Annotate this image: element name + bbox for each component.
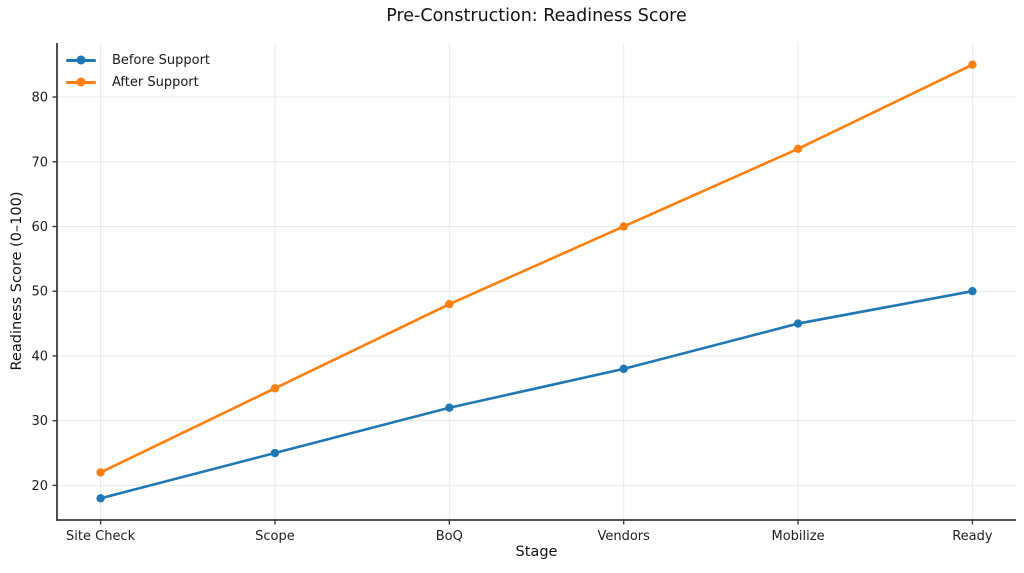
legend: Before Support After Support [66, 51, 210, 91]
legend-marker-icon [76, 77, 86, 87]
legend-label-before-support: Before Support [112, 52, 211, 68]
y-tick-label: 80 [31, 91, 48, 106]
chart-title: Pre-Construction: Readiness Score [386, 6, 687, 26]
data-point-after-support [619, 222, 628, 231]
data-point-after-support [445, 299, 454, 309]
data-point-before-support [793, 319, 803, 328]
x-tick-label: Vendors [597, 529, 650, 544]
series-line-before-support [99, 289, 974, 500]
legend-label-after-support: After Support [112, 74, 199, 90]
y-tick-label: 20 [31, 479, 48, 494]
y-tick-label: 60 [31, 220, 48, 235]
data-point-before-support [968, 287, 977, 296]
legend-marker-icon [76, 55, 86, 65]
legend-item-before-support: Before Support [66, 51, 210, 69]
data-point-after-support [968, 60, 977, 69]
data-point-before-support [619, 364, 628, 374]
x-tick-label: Mobilize [771, 529, 824, 544]
data-point-before-support [445, 403, 454, 412]
legend-line-sample-before [66, 55, 96, 65]
series-line-after-support [99, 63, 974, 474]
data-point-before-support [96, 494, 105, 503]
data-point-after-support [96, 468, 105, 477]
y-tick-label: 50 [31, 285, 48, 300]
data-point-after-support [793, 144, 803, 154]
legend-line-sample-after [66, 77, 96, 87]
data-point-after-support [270, 384, 280, 393]
x-tick-label: Scope [255, 529, 295, 544]
x-tick-label: BoQ [436, 529, 463, 544]
y-tick-label: 70 [31, 155, 48, 170]
x-axis-label: Stage [515, 544, 558, 560]
x-tick-label: Site Check [66, 529, 136, 544]
x-tick-label: Ready [952, 529, 993, 544]
data-point-before-support [270, 448, 280, 458]
legend-item-after-support: After Support [66, 73, 210, 91]
y-tick-label: 30 [31, 414, 48, 429]
y-tick-label: 40 [31, 349, 48, 364]
